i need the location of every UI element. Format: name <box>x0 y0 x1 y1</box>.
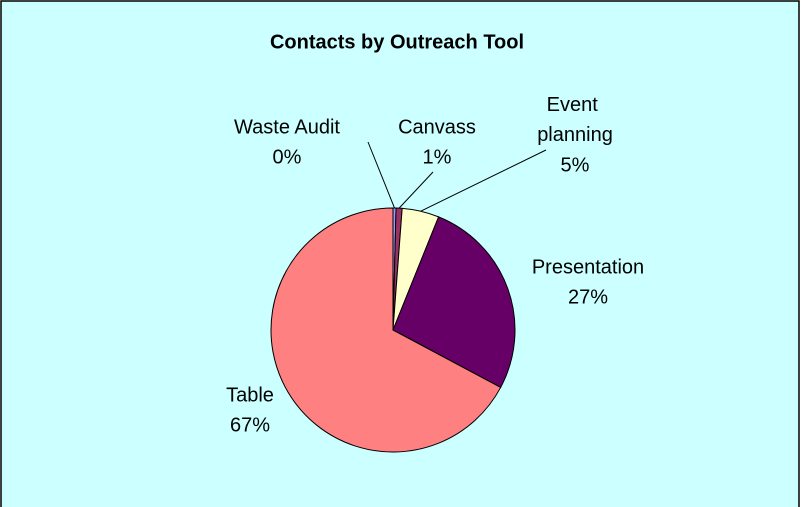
pie-slice <box>392 216 516 389</box>
value-label: 67% <box>230 414 270 436</box>
value-label: 5% <box>561 154 590 176</box>
pie-slice <box>270 207 502 453</box>
slice-label: Table <box>226 384 274 406</box>
leader-line <box>367 141 395 209</box>
slice-label: Event planning <box>537 94 613 146</box>
value-label: 0% <box>273 146 302 168</box>
value-label: 1% <box>423 146 452 168</box>
value-label: 27% <box>568 286 608 308</box>
leader-line <box>420 149 547 212</box>
leader-line <box>398 171 434 209</box>
chart-title: Contacts by Outreach Tool <box>270 31 524 53</box>
slice-label: Canvass <box>398 116 476 138</box>
slice-label: Waste Audit <box>234 116 340 138</box>
slice-label: Presentation <box>532 256 644 278</box>
